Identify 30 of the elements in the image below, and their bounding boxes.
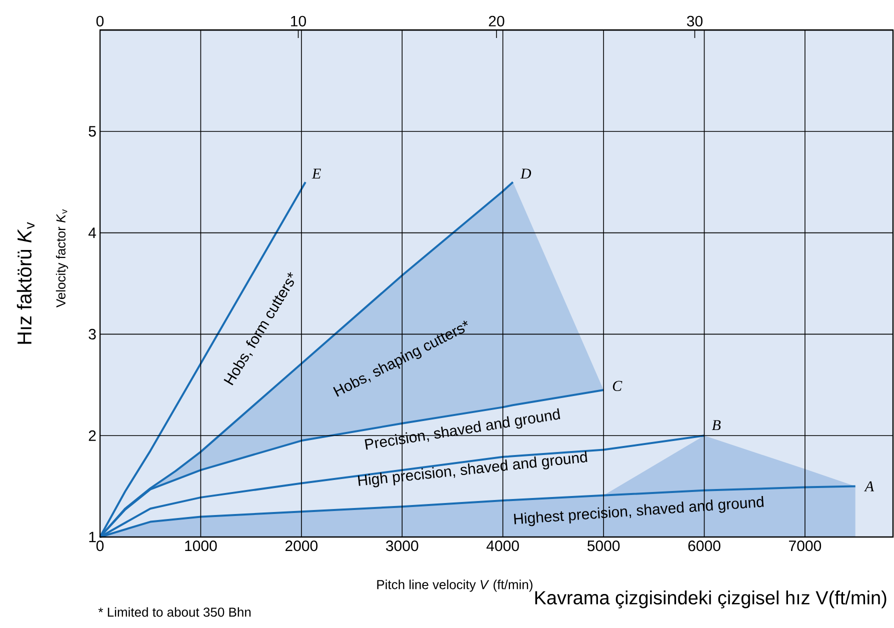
x2-tick-label: 30: [686, 16, 702, 26]
x2-tick-label: 20: [488, 16, 504, 26]
y-tick-label: 2: [88, 430, 96, 441]
annotation: High precision, shaved and ground: [358, 451, 588, 488]
x-tick-label: 7000: [789, 540, 822, 552]
x-tick-label: 1000: [185, 540, 217, 552]
y-tick-label: 4: [88, 228, 96, 238]
y-axis-title: Hız faktörü K$_{v}$: [16, 222, 34, 344]
x-tick-label: 5000: [587, 540, 620, 552]
annotation: Highest precision, shaved and ground: [514, 496, 764, 526]
annotation: E: [312, 168, 321, 179]
y-tick-label: 5: [88, 126, 96, 137]
x-tick-label: 0: [96, 540, 104, 552]
x-tick-label: 3000: [386, 540, 418, 552]
annotation: B: [712, 420, 721, 430]
x-axis-title: Kavrama çizgisindeki çizgisel hız V(ft/min): [535, 590, 886, 608]
x-tick-label: 6000: [688, 540, 720, 552]
x2-tick-label: 10: [291, 16, 306, 26]
text: Pitch line velocity V (ft/min): [377, 580, 532, 592]
x-tick-label: 4000: [486, 540, 519, 552]
y-tick-label: 3: [88, 328, 96, 340]
x2-tick-label: 0: [96, 16, 104, 26]
text: Velocity factor K$_{v}$: [56, 209, 68, 308]
text: * Limited to about 350 Bhn: [98, 607, 251, 617]
annotation: Precision, shaved and ground: [364, 408, 560, 450]
annotation: D: [520, 168, 532, 179]
annotation: C: [612, 380, 622, 391]
annotation: A: [864, 481, 874, 492]
x-tick-label: 2000: [285, 540, 318, 552]
y-tick-label: 1: [89, 532, 96, 542]
